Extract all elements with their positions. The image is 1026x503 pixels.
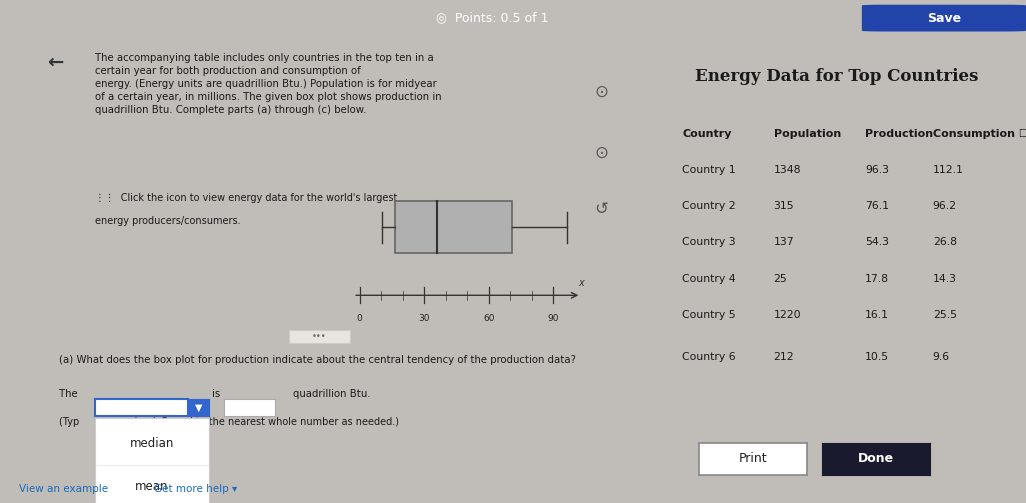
Text: ←: ← [47,52,64,71]
Text: Done: Done [858,453,894,465]
Text: ▼: ▼ [195,402,202,412]
Text: 60: 60 [483,314,495,323]
Text: median: median [129,437,174,450]
Text: ⊙: ⊙ [595,144,608,162]
Text: Consumption ☐: Consumption ☐ [933,129,1026,139]
Text: 212: 212 [774,352,794,362]
Text: 137: 137 [774,237,794,247]
Text: The: The [60,389,78,399]
Text: 14.3: 14.3 [933,274,956,284]
Text: ⊙: ⊙ [595,83,608,101]
Text: ⋮⋮  Click the icon to view energy data for the world's largest: ⋮⋮ Click the icon to view energy data fo… [95,193,397,203]
Text: Population: Population [774,129,841,139]
Text: 10.5: 10.5 [865,352,890,362]
Text: Country 4: Country 4 [682,274,736,284]
Text: ↺: ↺ [595,200,608,218]
Text: The accompanying table includes only countries in the top ten in a
certain year : The accompanying table includes only cou… [95,52,441,115]
Text: 17.8: 17.8 [865,274,889,284]
Text: Get more help ▾: Get more help ▾ [141,484,237,494]
Text: 315: 315 [774,201,794,211]
Text: Country 5: Country 5 [682,310,736,320]
Text: 112.1: 112.1 [933,165,963,175]
Text: (a) What does the box plot for production indicate about the central tendency of: (a) What does the box plot for productio… [60,356,576,365]
Text: Production: Production [865,129,933,139]
Text: (Typ                         cimal. Round to the nearest whole number as needed.: (Typ cimal. Round to the nearest whole n… [60,417,399,427]
Text: Country 1: Country 1 [682,165,736,175]
Text: 26.8: 26.8 [933,237,956,247]
Text: Save: Save [926,12,961,25]
Text: 16.1: 16.1 [865,310,889,320]
FancyBboxPatch shape [395,202,512,253]
Text: Country 3: Country 3 [682,237,736,247]
FancyBboxPatch shape [862,5,1026,32]
Text: 90: 90 [548,314,559,323]
Text: mean: mean [135,480,168,492]
Text: 1348: 1348 [774,165,801,175]
Text: 0: 0 [357,314,362,323]
Text: 1220: 1220 [774,310,801,320]
Text: is: is [212,389,221,399]
Text: View an example: View an example [19,484,109,494]
Text: Print: Print [739,453,767,465]
Text: Country: Country [682,129,732,139]
Text: Country 6: Country 6 [682,352,736,362]
Text: quadrillion Btu.: quadrillion Btu. [293,389,370,399]
Text: Energy Data for Top Countries: Energy Data for Top Countries [695,68,978,85]
Text: energy producers/consumers.: energy producers/consumers. [95,216,241,226]
Text: •••: ••• [312,332,326,341]
Text: 54.3: 54.3 [865,237,889,247]
Text: 9.6: 9.6 [933,352,950,362]
Text: 25.5: 25.5 [933,310,956,320]
Text: 96.2: 96.2 [933,201,956,211]
Text: 30: 30 [419,314,430,323]
Text: Country 2: Country 2 [682,201,736,211]
Text: 96.3: 96.3 [865,165,889,175]
Text: 25: 25 [774,274,787,284]
Text: x: x [579,278,584,288]
Text: ◎  Points: 0.5 of 1: ◎ Points: 0.5 of 1 [436,12,549,25]
Text: 76.1: 76.1 [865,201,889,211]
